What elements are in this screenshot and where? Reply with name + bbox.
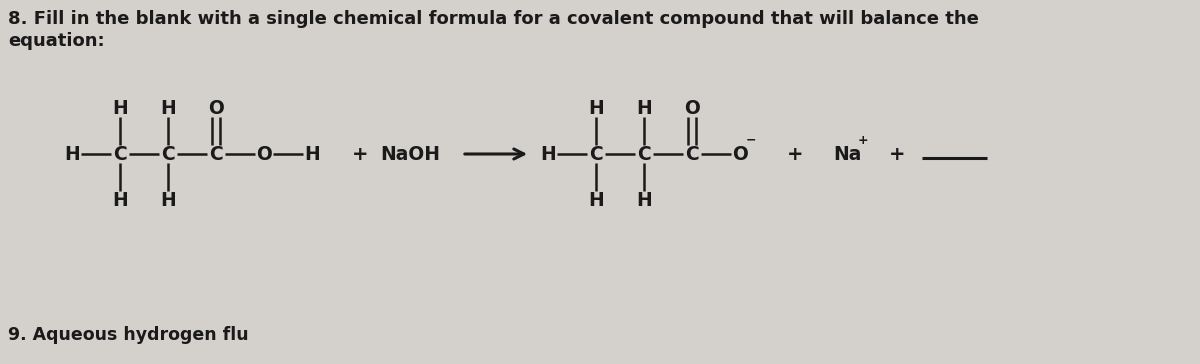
Text: −: − (745, 134, 756, 146)
Text: equation:: equation: (8, 32, 104, 50)
Text: +: + (787, 145, 803, 163)
Text: C: C (161, 145, 175, 163)
Text: +: + (352, 145, 368, 163)
Text: O: O (256, 145, 272, 163)
Text: H: H (636, 190, 652, 210)
Text: C: C (685, 145, 698, 163)
Text: H: H (112, 99, 128, 118)
Text: O: O (684, 99, 700, 118)
Text: H: H (160, 190, 176, 210)
Text: O: O (208, 99, 224, 118)
Text: H: H (588, 190, 604, 210)
Text: +: + (858, 134, 869, 146)
Text: H: H (540, 145, 556, 163)
Text: C: C (113, 145, 127, 163)
Text: H: H (64, 145, 80, 163)
Text: Na: Na (833, 145, 862, 163)
Text: C: C (637, 145, 650, 163)
Text: H: H (304, 145, 320, 163)
Text: H: H (112, 190, 128, 210)
Text: C: C (209, 145, 223, 163)
Text: 9. Aqueous hydrogen flu: 9. Aqueous hydrogen flu (8, 326, 248, 344)
Text: H: H (160, 99, 176, 118)
Text: NaOH: NaOH (380, 145, 440, 163)
Text: H: H (588, 99, 604, 118)
Text: C: C (589, 145, 602, 163)
Text: O: O (732, 145, 748, 163)
Text: H: H (636, 99, 652, 118)
Text: 8. Fill in the blank with a single chemical formula for a covalent compound that: 8. Fill in the blank with a single chemi… (8, 10, 979, 28)
Text: +: + (889, 145, 905, 163)
